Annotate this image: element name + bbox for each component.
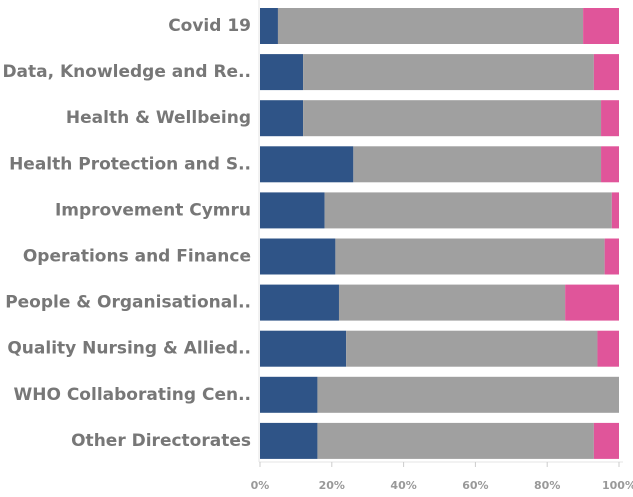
category-label: Data, Knowledge and Re.. — [2, 62, 251, 82]
x-tick-label: 0% — [251, 479, 270, 492]
bar-segment — [260, 146, 354, 183]
bar-segment — [335, 238, 605, 275]
bar-segment — [601, 100, 619, 137]
x-tick-label: 100% — [602, 479, 633, 492]
x-tick-label: 80% — [534, 479, 560, 492]
bar-segment — [277, 8, 584, 44]
bar-segment — [303, 54, 594, 91]
category-label: Health Protection and S.. — [9, 154, 251, 174]
bar-segment — [260, 8, 278, 44]
bar-segment — [601, 146, 619, 183]
x-tick-label: 40% — [390, 479, 416, 492]
bar-segment — [611, 192, 619, 229]
bar-segment — [260, 100, 304, 137]
category-label: WHO Collaborating Cen.. — [13, 385, 251, 405]
bar-segment — [353, 146, 602, 183]
bar-segment — [260, 376, 318, 413]
bar-segment — [260, 422, 318, 459]
category-label: Health & Wellbeing — [66, 108, 251, 128]
category-label: Other Directorates — [71, 431, 251, 451]
category-label: Improvement Cymru — [55, 200, 251, 220]
bar-segment — [583, 8, 619, 44]
bar-segment — [338, 284, 566, 321]
category-label: Operations and Finance — [23, 247, 251, 267]
x-tick-label: 60% — [462, 479, 488, 492]
x-tick-label: 20% — [319, 479, 345, 492]
category-label: Covid 19 — [168, 16, 251, 36]
bar-segment — [597, 330, 619, 367]
bar-segment — [324, 192, 612, 229]
bar-segment — [260, 192, 325, 229]
bar-segment — [593, 422, 619, 459]
bar-segment — [260, 284, 339, 321]
bar-segment — [346, 330, 598, 367]
category-label: People & Organisational.. — [5, 293, 251, 313]
bar-segment — [260, 330, 347, 367]
category-label: Quality Nursing & Allied.. — [7, 339, 251, 359]
bar-segment — [303, 100, 602, 137]
bar-segment — [260, 238, 336, 275]
bar-segment — [604, 238, 619, 275]
bar-segment — [317, 422, 594, 459]
bar-segment — [260, 54, 304, 91]
bar-segment — [317, 376, 619, 413]
bar-segment — [565, 284, 619, 321]
bar-segment — [593, 54, 619, 91]
